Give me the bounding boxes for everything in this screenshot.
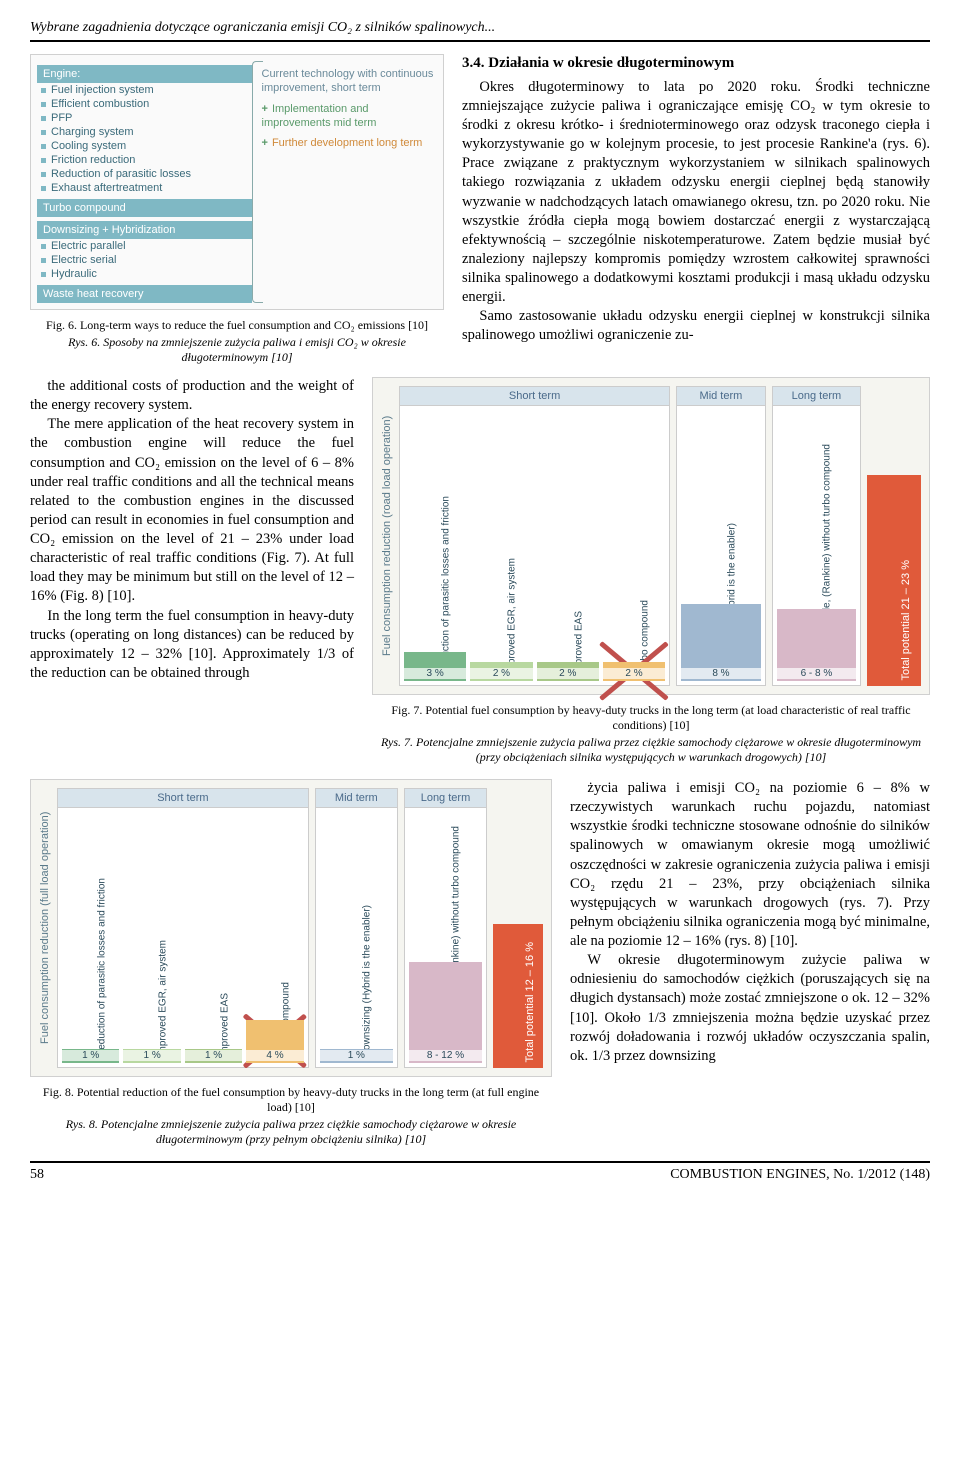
chart-bar: Improved EAS2 % (537, 662, 599, 681)
figure-6: Engine:Fuel injection systemEfficient co… (30, 54, 444, 310)
chart-bar: Improved EAS1 % (185, 1049, 242, 1063)
chart-y-label: Fuel consumption reduction (road load op… (381, 386, 393, 686)
page-number: 58 (30, 1167, 44, 1183)
chart-panel: Short term Reduction of parasitic losses … (399, 386, 670, 686)
fig6-item: Fuel injection system (37, 83, 252, 97)
bar-percent: 3 % (404, 668, 466, 679)
bar-percent: 6 - 8 % (777, 668, 856, 679)
bar-percent: 2 % (470, 668, 532, 679)
fig6-note: Current technology with continuous impro… (262, 67, 438, 96)
chart-bar: Improved EGR, air system1 % (123, 1049, 180, 1063)
total-label: Total potential 21 – 23 % (900, 560, 912, 680)
figure-6-caption-en: Fig. 6. Long-term ways to reduce the fue… (30, 318, 444, 333)
fig6-item: Electric serial (37, 253, 252, 267)
bar-percent: 1 % (123, 1050, 180, 1061)
figure-6-caption-pl: Rys. 6. Sposoby na zmniejszenie zużycia … (30, 335, 444, 365)
fig6-category: Downsizing + Hybridization (37, 221, 252, 239)
bar-percent: 1 % (320, 1050, 393, 1061)
chart-bar: Improved EGR, air system2 % (470, 662, 532, 681)
chart-bar: Downsizing (Hybrid is the enabler)1 % (320, 1049, 393, 1063)
english-body-left: the additional costs of production and t… (30, 377, 354, 765)
panel-title: Long term (405, 789, 486, 808)
bar-label: Improved EAS (219, 993, 230, 1057)
figure-8-caption-pl: Rys. 8. Potencjalne zmniejszenie zużycia… (30, 1117, 552, 1147)
total-label: Total potential 12 – 16 % (524, 942, 536, 1062)
chart-bar: Bottoming Cycle, (Rankine) without turbo… (777, 609, 856, 681)
bar-label: Improved EGR, air system (158, 940, 169, 1057)
fig6-category: Turbo compound (37, 199, 252, 217)
chart-panel: Long term Bottoming Cycle, (Rankine) with… (404, 788, 487, 1068)
bar-percent: 1 % (185, 1050, 242, 1061)
bar-label: Reduction of parasitic losses and fricti… (96, 878, 107, 1057)
fig6-category: Waste heat recovery (37, 285, 252, 303)
bar-label: Improved EGR, air system (507, 558, 518, 675)
polish-body-right: życia paliwa i emisji CO₂ na poziomie 6 … (570, 779, 930, 1147)
panel-title: Long term (773, 387, 860, 406)
figure-8: Fuel consumption reduction (full load op… (30, 779, 552, 1077)
chart-bar: Turbo compound4 % (246, 1020, 303, 1063)
fig6-note: +Further development long term (262, 136, 438, 150)
bar-percent: 1 % (62, 1050, 119, 1061)
panel-title: Mid term (677, 387, 764, 406)
chart-panel: Short term Reduction of parasitic losses … (57, 788, 309, 1068)
bar-label: Downsizing (Hybrid is the enabler) (362, 905, 373, 1057)
bar-percent: 2 % (537, 668, 599, 679)
fig6-item: Reduction of parasitic losses (37, 167, 252, 181)
panel-title: Short term (400, 387, 669, 406)
running-head: Wybrane zagadnienia dotyczące ograniczan… (30, 20, 930, 42)
section-3-4-text: Okres długoterminowy to lata po 2020 rok… (462, 78, 930, 308)
chart-bar: Turbo compound2 % (603, 662, 665, 681)
figure-7: Fuel consumption reduction (road load op… (372, 377, 930, 695)
fig6-item: Friction reduction (37, 153, 252, 167)
fig6-category: Engine: (37, 65, 252, 83)
figure-8-caption-en: Fig. 8. Potential reduction of the fuel … (30, 1085, 552, 1115)
figure-7-caption-en: Fig. 7. Potential fuel consumption by he… (372, 703, 930, 733)
chart-panel: Mid term Downsizing (Hybrid is the enable… (676, 386, 765, 686)
fig6-item: PFP (37, 111, 252, 125)
chart-total-bar: Total potential 12 – 16 % (493, 788, 543, 1068)
section-3-4-title: 3.4. Działania w okresie długoterminowym (462, 54, 930, 74)
fig6-item: Cooling system (37, 139, 252, 153)
fig6-item: Electric parallel (37, 239, 252, 253)
chart-bar: Reduction of parasitic losses and fricti… (404, 652, 466, 681)
fig6-item: Charging system (37, 125, 252, 139)
fig6-item: Exhaust aftertreatment (37, 181, 252, 195)
bar-percent: 2 % (603, 668, 665, 679)
chart-y-label: Fuel consumption reduction (full load op… (39, 788, 51, 1068)
figure-7-caption-pl: Rys. 7. Potencjalne zmniejszenie zużycia… (372, 735, 930, 765)
chart-panel: Mid term Downsizing (Hybrid is the enable… (315, 788, 398, 1068)
section-3-4-text-2: Samo zastosowanie układu odzysku energii… (462, 307, 930, 345)
panel-title: Short term (58, 789, 308, 808)
panel-title: Mid term (316, 789, 397, 808)
fig6-item: Efficient combustion (37, 97, 252, 111)
chart-total-bar: Total potential 21 – 23 % (867, 386, 921, 686)
bar-label: Reduction of parasitic losses and fricti… (441, 496, 452, 675)
bar-percent: 4 % (246, 1050, 303, 1061)
chart-bar: Reduction of parasitic losses and fricti… (62, 1049, 119, 1063)
bar-percent: 8 % (681, 668, 760, 679)
chart-panel: Long term Bottoming Cycle, (Rankine) with… (772, 386, 861, 686)
journal-ref: COMBUSTION ENGINES, No. 1/2012 (148) (670, 1167, 930, 1183)
chart-bar: Downsizing (Hybrid is the enabler)8 % (681, 604, 760, 681)
bar-percent: 8 - 12 % (409, 1050, 482, 1061)
fig6-item: Hydraulic (37, 267, 252, 281)
fig6-note: +Implementation and improvements mid ter… (262, 102, 438, 131)
chart-bar: Bottoming Cycle, (Rankine) without turbo… (409, 962, 482, 1063)
